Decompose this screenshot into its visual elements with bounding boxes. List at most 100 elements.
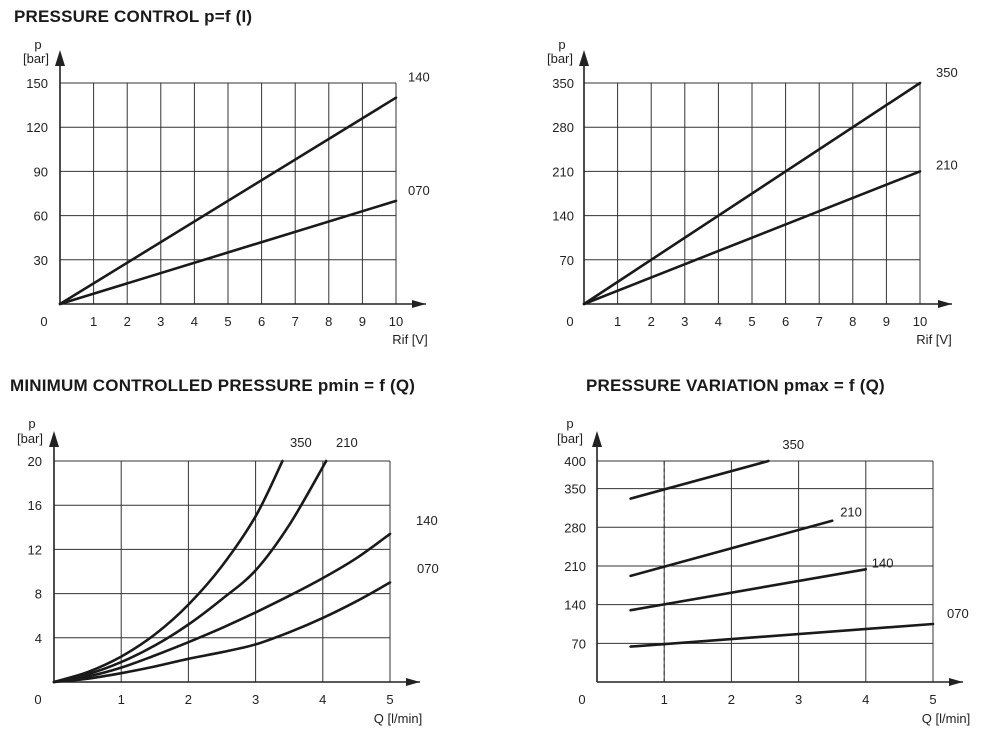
y-axis-variable: p: [28, 416, 35, 431]
series-line-070: [629, 622, 935, 648]
x-tick-label: 5: [929, 692, 936, 707]
y-tick-label: 400: [564, 454, 586, 469]
x-tick-label: 5: [224, 314, 231, 329]
y-tick-label: 120: [26, 120, 48, 135]
x-tick-label: 7: [292, 314, 299, 329]
y-tick-label: 140: [552, 209, 574, 224]
x-axis-label: Rif [V]: [916, 332, 951, 347]
y-tick-label: 60: [34, 209, 48, 224]
x-tick-label: 10: [389, 314, 403, 329]
series-label-070: 070: [947, 606, 969, 621]
y-tick-label: 70: [572, 636, 586, 651]
x-tick-label: 1: [90, 314, 97, 329]
y-axis-arrow: [579, 50, 589, 66]
series-line-070: [52, 581, 392, 684]
series-label-140: 140: [408, 70, 430, 85]
x-tick-label: 2: [728, 692, 735, 707]
series-line-350: [52, 459, 284, 684]
x-axis-label: Rif [V]: [392, 332, 427, 347]
x-tick-label: 4: [715, 314, 722, 329]
x-tick-label: 1: [118, 692, 125, 707]
series-label-350: 350: [782, 437, 804, 452]
y-axis-unit: [bar]: [557, 431, 583, 446]
y-tick-label: 12: [28, 542, 42, 557]
y-tick-label: 150: [26, 76, 48, 91]
x-tick-label: 6: [782, 314, 789, 329]
x-tick-label: 4: [862, 692, 869, 707]
x-tick-label: 2: [124, 314, 131, 329]
x-tick-label: 0: [566, 314, 573, 329]
x-tick-label: 0: [34, 692, 41, 707]
x-tick-label: 9: [883, 314, 890, 329]
y-tick-label: 16: [28, 498, 42, 513]
series-line-210: [582, 170, 922, 306]
y-axis-variable: p: [34, 37, 41, 52]
y-tick-label: 210: [564, 559, 586, 574]
y-tick-label: 8: [35, 587, 42, 602]
series-label-070: 070: [408, 183, 430, 198]
x-tick-label: 10: [913, 314, 927, 329]
x-axis-arrow: [949, 678, 963, 686]
x-tick-label: 8: [849, 314, 856, 329]
series-label-210: 210: [336, 435, 358, 450]
y-tick-label: 4: [35, 631, 42, 646]
series-line-350: [582, 81, 922, 306]
y-axis-unit: [bar]: [23, 51, 49, 66]
x-tick-label: 8: [325, 314, 332, 329]
series-label-140: 140: [872, 555, 894, 570]
x-tick-label: 7: [816, 314, 823, 329]
y-tick-label: 140: [564, 598, 586, 613]
y-tick-label: 30: [34, 253, 48, 268]
series-line-140: [629, 568, 868, 612]
x-tick-label: 3: [681, 314, 688, 329]
x-axis-label: Q [l/min]: [374, 711, 422, 726]
series-line-070: [58, 199, 398, 306]
y-tick-label: 90: [34, 164, 48, 179]
x-tick-label: 2: [648, 314, 655, 329]
series-label-210: 210: [936, 157, 958, 172]
series-line-210: [52, 459, 328, 684]
x-axis-label: Q [l/min]: [922, 711, 970, 726]
x-tick-label: 9: [359, 314, 366, 329]
series-label-350: 350: [936, 65, 958, 80]
x-tick-label: 6: [258, 314, 265, 329]
x-tick-label: 3: [795, 692, 802, 707]
x-tick-label: 0: [578, 692, 585, 707]
y-tick-label: 280: [552, 120, 574, 135]
y-axis-variable: p: [566, 416, 573, 431]
x-tick-label: 1: [661, 692, 668, 707]
chart-1: 0 1 2 3 4 5 6 7 8 9 10 30 60 90 120 150 Rif [V] p[bar] 140…: [23, 37, 430, 347]
y-tick-label: 210: [552, 164, 574, 179]
x-tick-label: 1: [614, 314, 621, 329]
x-tick-label: 4: [191, 314, 198, 329]
y-axis-unit: [bar]: [17, 431, 43, 446]
bottom-right-title: PRESSURE VARIATION pmax = f (Q): [586, 376, 885, 395]
x-axis-arrow: [412, 300, 426, 308]
series-line-210: [629, 519, 834, 578]
x-tick-label: 2: [185, 692, 192, 707]
chart-2: 0 1 2 3 4 5 6 7 8 9 10 70 140 210 280 350 Rif [V] p[bar] 3…: [547, 37, 958, 347]
series-line-140: [58, 96, 398, 306]
y-axis-arrow: [55, 50, 65, 66]
bottom-left-title: MINIMUM CONTROLLED PRESSURE pmin = f (Q): [10, 376, 416, 395]
x-tick-label: 0: [40, 314, 47, 329]
y-tick-label: 350: [552, 76, 574, 91]
series-line-140: [52, 532, 392, 684]
y-axis-arrow: [49, 431, 59, 447]
y-axis-unit: [bar]: [547, 51, 573, 66]
x-tick-label: 4: [319, 692, 326, 707]
y-tick-label: 280: [564, 520, 586, 535]
y-axis-variable: p: [558, 37, 565, 52]
x-axis-arrow: [938, 300, 952, 308]
chart-4: 0 1 2 3 4 5 70 140 210 280 350 400 Q [l/min] p[bar] 35…: [557, 416, 970, 726]
series-label-350: 350: [290, 435, 312, 450]
series-label-140: 140: [416, 513, 438, 528]
x-tick-label: 5: [748, 314, 755, 329]
series-line-350: [629, 459, 770, 500]
y-tick-label: 350: [564, 482, 586, 497]
x-tick-label: 3: [157, 314, 164, 329]
x-tick-label: 5: [386, 692, 393, 707]
y-tick-label: 20: [28, 454, 42, 469]
